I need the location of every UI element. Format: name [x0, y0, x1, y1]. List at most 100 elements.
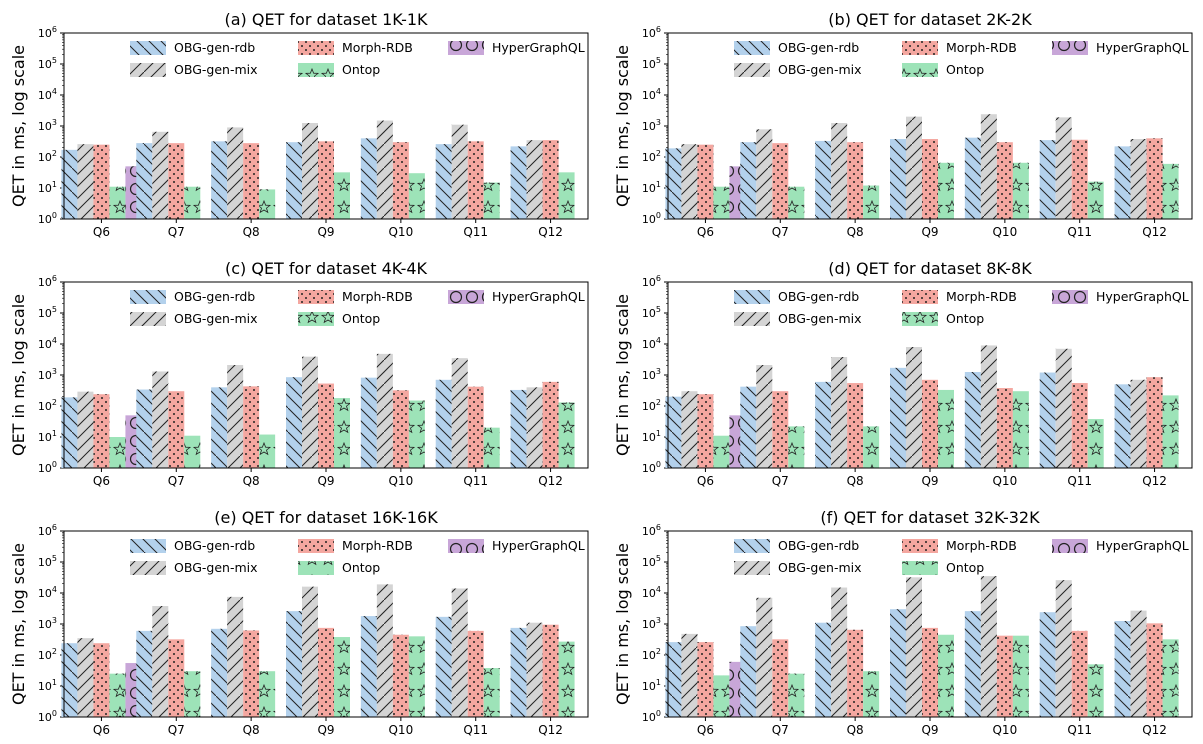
- bar-ontop-q11: [1087, 181, 1104, 219]
- legend-label: OBG-gen-mix: [778, 560, 862, 575]
- bar-obg-gen-mix-q11: [451, 588, 468, 717]
- bar-ontop-q12: [1162, 163, 1179, 219]
- y-tick-label: 105: [642, 305, 661, 320]
- x-tick-label: Q6: [697, 723, 714, 737]
- bar-obg-gen-mix-q8: [831, 122, 848, 219]
- y-tick-label: 101: [642, 180, 661, 195]
- y-tick-label: 101: [642, 678, 661, 693]
- y-tick-label: 103: [38, 118, 57, 133]
- bar-obg-gen-mix-q7: [756, 365, 773, 468]
- bar-ontop-q6: [713, 186, 730, 219]
- y-tick-label: 100: [38, 211, 57, 226]
- bar-obg-gen-mix-q8: [831, 587, 848, 717]
- x-tick-label: Q11: [463, 225, 488, 239]
- legend-item-morph-rdb: Morph-RDB: [902, 538, 1017, 553]
- legend-label: OBG-gen-mix: [174, 560, 258, 575]
- bar-morph-rdb-q8: [243, 143, 260, 219]
- y-tick-label: 106: [642, 274, 661, 289]
- bar-obg-gen-mix-q7: [152, 606, 169, 717]
- legend-label: Ontop: [342, 62, 380, 77]
- bar-obg-gen-rdb-q9: [286, 142, 302, 219]
- chart-title: (f) QET for dataset 32K-32K: [820, 508, 1040, 527]
- plot-frame: [667, 281, 1193, 469]
- legend: OBG-gen-rdb OBG-gen-mix Morph-RDB Ontop Hype…: [734, 538, 1189, 575]
- bar-morph-rdb-q8: [243, 630, 260, 717]
- legend-label: Morph-RDB: [946, 289, 1017, 304]
- bar-obg-gen-rdb-q9: [286, 611, 302, 717]
- bar-morph-rdb-q6: [697, 394, 714, 468]
- bar-obg-gen-mix-q9: [302, 586, 318, 717]
- legend-label: OBG-gen-rdb: [174, 538, 255, 553]
- bar-ontop-q12: [558, 402, 575, 468]
- bar-morph-rdb-q10: [996, 388, 1013, 468]
- legend-label: Morph-RDB: [342, 40, 413, 55]
- y-tick-label: 104: [642, 336, 661, 351]
- bar-morph-rdb-q7: [168, 391, 185, 468]
- bar-obg-gen-mix-q12: [1130, 139, 1147, 219]
- plot-frame: [63, 281, 589, 469]
- bar-obg-gen-mix-q9: [302, 356, 318, 468]
- legend-label: OBG-gen-rdb: [778, 289, 859, 304]
- bar-obg-gen-mix-q7: [756, 129, 773, 219]
- x-tick-label: Q9: [317, 225, 334, 239]
- x-tick-label: Q11: [463, 723, 488, 737]
- legend-label: HyperGraphQL: [1096, 538, 1189, 553]
- bar-morph-rdb-q7: [772, 143, 789, 219]
- bar-obg-gen-rdb-q7: [136, 630, 153, 717]
- bar-morph-rdb-q7: [772, 639, 789, 717]
- x-tick-label: Q6: [697, 474, 714, 488]
- x-tick-label: Q10: [388, 723, 413, 737]
- bar-ontop-q10: [408, 400, 425, 468]
- legend: OBG-gen-rdb OBG-gen-mix Morph-RDB Ontop Hype…: [130, 538, 585, 575]
- bar-ontop-q11: [483, 668, 500, 717]
- legend-item-obg-gen-rdb: OBG-gen-rdb: [130, 40, 255, 55]
- bar-morph-rdb-q12: [542, 381, 559, 468]
- bar-obg-gen-rdb-q6: [61, 643, 78, 717]
- bar-obg-gen-mix-q9: [906, 347, 922, 468]
- bar-obg-gen-mix-q6: [681, 633, 698, 717]
- bar-obg-gen-mix-q10: [376, 584, 393, 717]
- bar-morph-rdb-q6: [697, 144, 714, 219]
- y-tick-label: 102: [642, 149, 661, 164]
- y-tick-label: 102: [38, 647, 57, 662]
- x-tick-label: Q11: [463, 474, 488, 488]
- bar-morph-rdb-q12: [542, 624, 559, 717]
- bar-obg-gen-mix-q10: [980, 576, 997, 717]
- legend-item-hypergraphql: HyperGraphQL: [448, 538, 585, 553]
- y-tick-label: 105: [38, 56, 57, 71]
- bar-obg-gen-mix-q6: [681, 391, 698, 468]
- bar-obg-gen-mix-q10: [376, 353, 393, 468]
- legend-label: OBG-gen-mix: [174, 311, 258, 326]
- bar-morph-rdb-q10: [392, 142, 409, 219]
- bar-ontop-q6: [713, 675, 730, 717]
- y-tick-label: 102: [642, 398, 661, 413]
- bar-obg-gen-rdb-q11: [1039, 612, 1056, 717]
- x-tick-label: Q12: [538, 225, 563, 239]
- x-tick-label: Q10: [388, 474, 413, 488]
- bar-ontop-q6: [109, 673, 126, 717]
- bar-ontop-q7: [184, 435, 201, 468]
- legend-label: OBG-gen-mix: [174, 62, 258, 77]
- bar-ontop-q10: [1012, 391, 1029, 468]
- legend-item-obg-gen-rdb: OBG-gen-rdb: [734, 289, 859, 304]
- bar-morph-rdb-q12: [1146, 377, 1163, 468]
- x-tick-label: Q11: [1067, 474, 1092, 488]
- bar-morph-rdb-q6: [93, 643, 110, 717]
- x-tick-label: Q6: [93, 474, 110, 488]
- x-tick-label: Q10: [992, 723, 1017, 737]
- bar-obg-gen-mix-q12: [526, 622, 543, 717]
- bar-ontop-q12: [558, 641, 575, 717]
- x-tick-label: Q6: [93, 225, 110, 239]
- bar-morph-rdb-q9: [318, 383, 334, 468]
- bar-ontop-q7: [788, 186, 805, 219]
- bar-obg-gen-rdb-q12: [510, 627, 527, 717]
- bar-morph-rdb-q6: [93, 394, 110, 468]
- bar-ontop-q11: [483, 427, 500, 468]
- bar-obg-gen-mix-q6: [681, 144, 698, 219]
- bar-obg-gen-mix-q11: [451, 124, 468, 219]
- chart-panel-5: (e) QET for dataset 16K-16K QET in ms, lo…: [9, 508, 589, 737]
- y-axis-label: QET in ms, log scale: [9, 294, 28, 456]
- legend-label: OBG-gen-rdb: [778, 40, 859, 55]
- bar-obg-gen-rdb-q9: [286, 377, 302, 468]
- y-tick-label: 106: [38, 25, 57, 40]
